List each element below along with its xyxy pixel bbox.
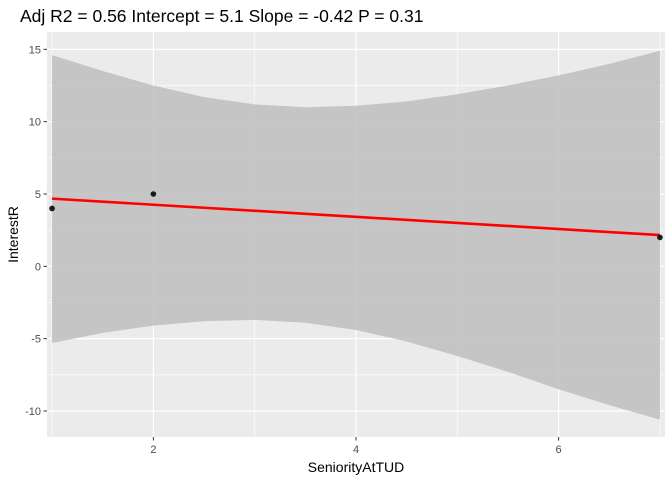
confidence-band [52,50,660,420]
x-tick-label-1: 4 [353,444,359,456]
y-tick-label-3: 5 [35,189,41,201]
y-tick-label-1: -5 [31,334,41,346]
data-point-2 [657,234,663,241]
regression-line [51,197,661,237]
data-points [49,191,663,241]
y-axis-ticks: -10 -5 0 5 10 15 [25,44,47,418]
x-axis-ticks: 2 4 6 [150,437,562,456]
x-tick-label-0: 2 [150,444,156,456]
data-point-1 [150,191,157,197]
data-point-0 [49,205,55,212]
y-axis-label: InterestR [5,206,21,263]
y-tick-label-5: 15 [29,44,41,56]
y-tick-label-4: 10 [29,117,41,129]
y-tick-label-0: -10 [25,406,41,418]
x-axis-label: SeniorityAtTUD [308,459,404,475]
y-tick-label-2: 0 [35,261,41,273]
chart-title: Adj R2 = 0.56 Intercept = 5.1 Slope = -0… [20,6,423,26]
x-tick-label-2: 6 [556,444,562,456]
